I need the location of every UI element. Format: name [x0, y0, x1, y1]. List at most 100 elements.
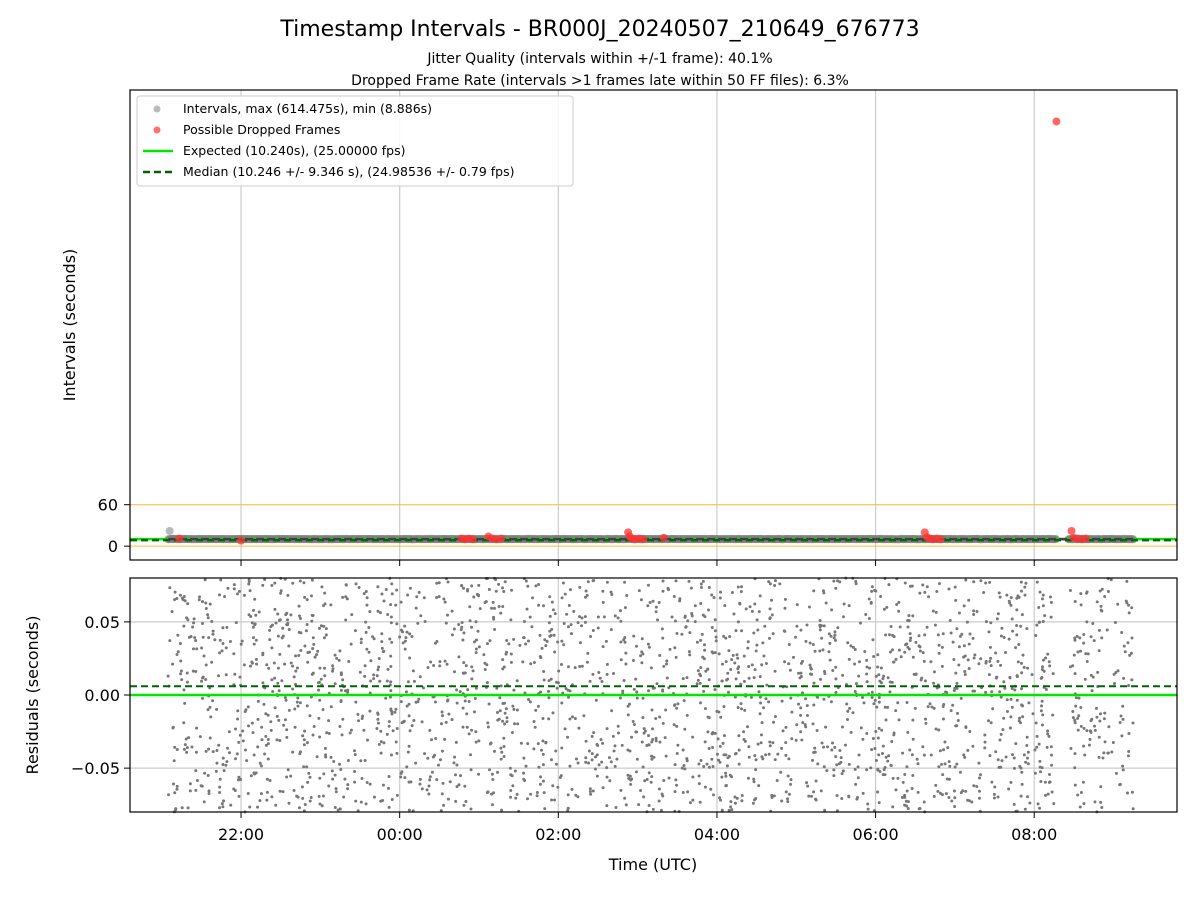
residual-point — [1093, 724, 1097, 728]
residual-point — [1073, 636, 1077, 640]
dropped-frame-point — [639, 535, 648, 544]
residual-point — [787, 792, 791, 796]
residual-point — [195, 726, 199, 730]
residual-point — [197, 598, 201, 602]
residual-point — [773, 758, 777, 762]
residual-point — [1068, 588, 1072, 592]
residual-point — [490, 792, 494, 796]
residual-point — [921, 651, 925, 655]
residual-point — [463, 699, 467, 703]
residual-point — [787, 757, 791, 761]
residual-point — [589, 792, 593, 796]
residual-point — [1015, 698, 1019, 702]
residual-point — [486, 725, 490, 729]
residual-point — [771, 632, 775, 636]
residual-point — [835, 794, 839, 798]
residual-point — [742, 654, 746, 658]
residual-point — [1046, 652, 1050, 656]
residual-point — [173, 598, 177, 602]
residual-point — [291, 581, 295, 585]
residual-point — [311, 636, 315, 640]
residual-point — [529, 792, 533, 796]
residual-point — [937, 643, 941, 647]
residual-point — [485, 642, 489, 646]
residual-point — [368, 782, 372, 786]
residual-point — [441, 714, 445, 718]
residual-point — [1035, 580, 1039, 584]
residual-point — [417, 697, 421, 701]
residual-point — [1040, 676, 1044, 680]
residual-point — [620, 743, 624, 747]
residual-point — [569, 623, 573, 627]
residual-point — [511, 704, 515, 708]
residual-point — [327, 719, 331, 723]
residual-point — [1106, 590, 1110, 594]
residual-point — [605, 662, 609, 666]
residual-point — [875, 705, 879, 709]
residual-point — [914, 640, 918, 644]
residual-point — [690, 614, 694, 618]
residual-point — [891, 776, 895, 780]
residual-point — [631, 719, 635, 723]
residual-point — [726, 690, 730, 694]
residual-point — [560, 639, 564, 643]
residual-point — [1073, 752, 1077, 756]
residual-point — [474, 647, 478, 651]
residual-point — [1019, 589, 1023, 593]
residual-point — [1085, 620, 1089, 624]
dropped-frame-point — [497, 534, 506, 543]
residual-point — [743, 739, 747, 743]
residual-point — [1100, 587, 1104, 591]
residual-point — [315, 755, 319, 759]
residual-point — [647, 771, 651, 775]
residual-point — [587, 749, 591, 753]
residual-point — [710, 593, 714, 597]
residual-point — [302, 765, 306, 769]
residual-point — [870, 690, 874, 694]
residual-point — [898, 625, 902, 629]
residual-point — [675, 724, 679, 728]
residual-point — [822, 745, 826, 749]
residual-point — [998, 690, 1002, 694]
residual-point — [542, 678, 546, 682]
residual-point — [619, 619, 623, 623]
residual-point — [554, 749, 558, 753]
residual-point — [252, 771, 256, 775]
residual-point — [303, 729, 307, 733]
residual-point — [724, 774, 728, 778]
residual-point — [779, 770, 783, 774]
residual-point — [226, 586, 230, 590]
residual-point — [437, 581, 441, 585]
residual-point — [849, 644, 853, 648]
residual-point — [173, 791, 177, 795]
residual-point — [640, 740, 644, 744]
residual-point — [1043, 614, 1047, 618]
residual-point — [721, 741, 725, 745]
residual-point — [227, 751, 231, 755]
residual-point — [812, 790, 816, 794]
residual-point — [399, 772, 403, 776]
top-y-tick-label: 60 — [98, 496, 118, 515]
residual-point — [526, 797, 530, 801]
residual-point — [443, 737, 447, 741]
residual-point — [528, 700, 532, 704]
residual-point — [983, 733, 987, 737]
residual-point — [609, 628, 613, 632]
residual-point — [287, 708, 291, 712]
residual-point — [182, 624, 186, 628]
residual-point — [206, 613, 210, 617]
residual-point — [553, 612, 557, 616]
residual-point — [682, 763, 686, 767]
residual-point — [953, 686, 957, 690]
residual-point — [851, 711, 855, 715]
residual-point — [616, 724, 620, 728]
residual-point — [527, 697, 531, 701]
residual-point — [1025, 744, 1029, 748]
residual-point — [477, 772, 481, 776]
residual-point — [873, 746, 877, 750]
residual-point — [270, 646, 274, 650]
residual-point — [762, 654, 766, 658]
residual-point — [437, 595, 441, 599]
residual-point — [251, 731, 255, 735]
residual-point — [576, 761, 580, 765]
